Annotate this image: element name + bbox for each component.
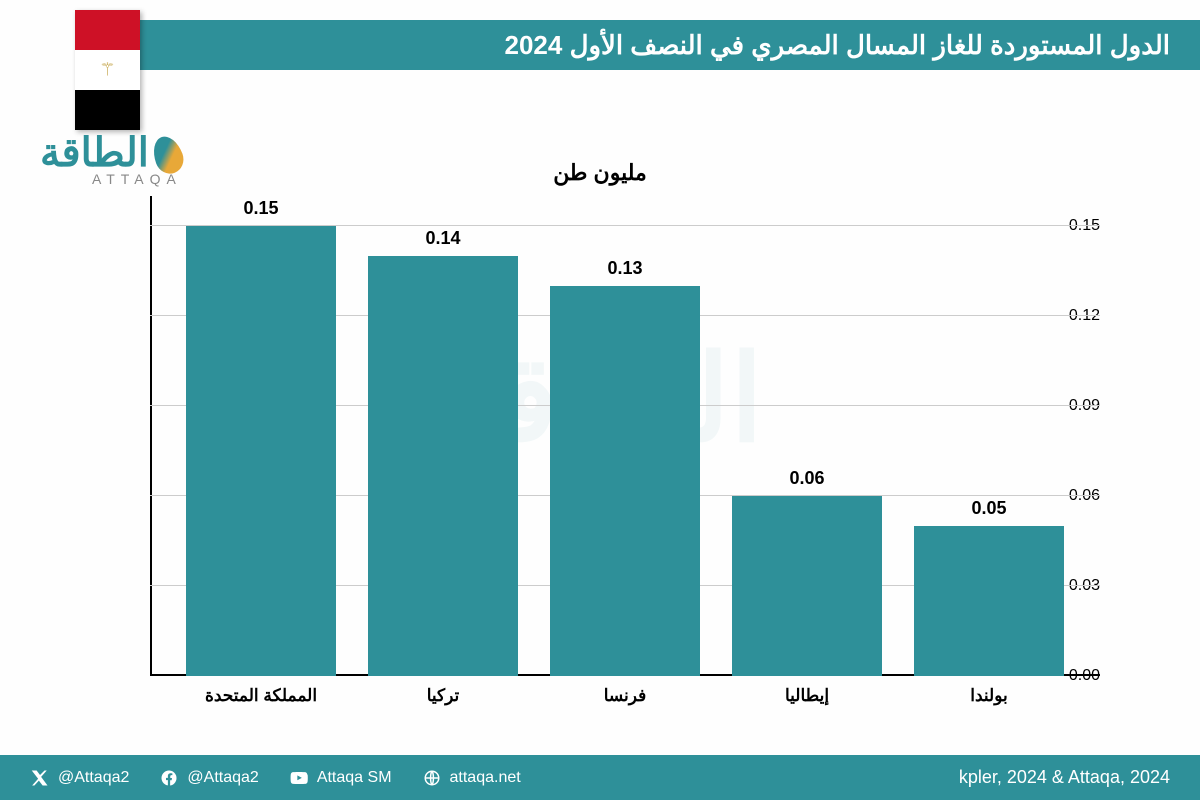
- chart-title: الدول المستوردة للغاز المسال المصري في ا…: [505, 30, 1170, 61]
- unit-label: مليون طن: [100, 160, 1100, 186]
- social-facebook[interactable]: @Attaqa2: [159, 768, 258, 788]
- bar-wrap: 0.14تركيا: [368, 256, 518, 676]
- bar-value-label: 0.15: [243, 198, 278, 219]
- title-bar: الدول المستوردة للغاز المسال المصري في ا…: [110, 20, 1200, 70]
- egypt-flag: ⚚: [75, 10, 140, 130]
- bar: 0.06: [732, 496, 882, 676]
- facebook-icon: [159, 768, 179, 788]
- bar: 0.15: [186, 226, 336, 676]
- flag-eagle-icon: ⚚: [99, 59, 115, 80]
- x-category-label: تركيا: [427, 686, 460, 706]
- x-category-label: إيطاليا: [785, 686, 829, 706]
- chart-area: مليون طن 0.000.030.060.090.120.15 0.15ال…: [100, 160, 1100, 720]
- social-x[interactable]: @Attaqa2: [30, 768, 129, 788]
- social-youtube[interactable]: Attaqa SM: [289, 768, 392, 788]
- header: الدول المستوردة للغاز المسال المصري في ا…: [0, 0, 1200, 80]
- flag-stripe-black: [75, 90, 140, 130]
- bars-container: 0.15المملكة المتحدة0.14تركيا0.13فرنسا0.0…: [150, 196, 1100, 676]
- bar: 0.14: [368, 256, 518, 676]
- flag-stripe-red: [75, 10, 140, 50]
- bar-wrap: 0.15المملكة المتحدة: [186, 226, 336, 676]
- web-icon: [422, 768, 442, 788]
- bar-value-label: 0.05: [971, 498, 1006, 519]
- x-category-label: فرنسا: [604, 686, 647, 706]
- chart-container: الدول المستوردة للغاز المسال المصري في ا…: [0, 0, 1200, 800]
- youtube-icon: [289, 768, 309, 788]
- bar-wrap: 0.05بولندا: [914, 526, 1064, 676]
- bar: 0.13: [550, 286, 700, 676]
- bar-value-label: 0.14: [425, 228, 460, 249]
- x-category-label: المملكة المتحدة: [205, 686, 317, 706]
- bar-value-label: 0.13: [607, 258, 642, 279]
- flag-stripe-white: ⚚: [75, 50, 140, 90]
- footer: @Attaqa2 @Attaqa2 Attaqa SM attaqa.net kple…: [0, 755, 1200, 800]
- source-text: kpler, 2024 & Attaqa, 2024: [959, 767, 1170, 788]
- bar-wrap: 0.13فرنسا: [550, 286, 700, 676]
- plot-area: 0.000.030.060.090.120.15 0.15المملكة الم…: [100, 196, 1100, 676]
- x-category-label: بولندا: [970, 686, 1007, 706]
- social-links: @Attaqa2 @Attaqa2 Attaqa SM attaqa.net: [30, 768, 521, 788]
- bar-wrap: 0.06إيطاليا: [732, 496, 882, 676]
- x-icon: [30, 768, 50, 788]
- social-web[interactable]: attaqa.net: [422, 768, 521, 788]
- bar-value-label: 0.06: [789, 468, 824, 489]
- bar: 0.05: [914, 526, 1064, 676]
